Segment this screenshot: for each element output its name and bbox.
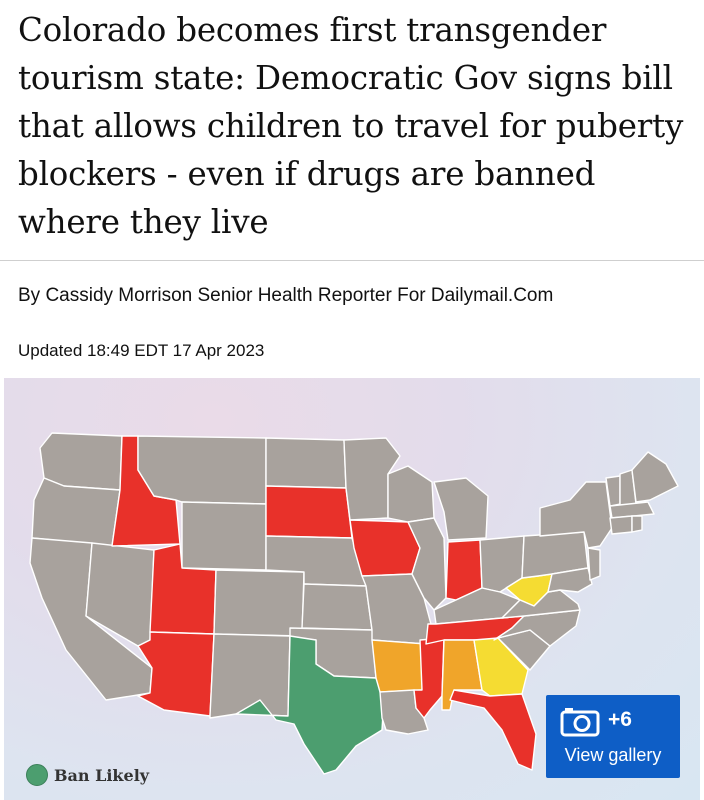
state-ma xyxy=(609,501,655,519)
state-nc xyxy=(493,609,581,647)
state-me xyxy=(631,451,679,503)
state-mi xyxy=(433,477,489,541)
state-wy xyxy=(181,501,267,571)
camera-icon xyxy=(560,708,600,737)
view-gallery-button[interactable]: +6 View gallery xyxy=(546,695,680,778)
state-ks xyxy=(301,583,373,631)
state-wi xyxy=(387,465,435,523)
state-ia xyxy=(349,519,421,577)
gallery-label: View gallery xyxy=(564,745,662,765)
state-ri xyxy=(631,515,643,533)
state-co xyxy=(213,569,305,637)
article-byline[interactable]: By Cassidy Morrison Senior Health Report… xyxy=(18,285,554,306)
state-mt xyxy=(137,435,267,505)
state-tx xyxy=(235,635,385,775)
state-sd xyxy=(265,485,353,539)
gallery-count: +6 xyxy=(608,708,632,731)
map-legend: Ban Likely xyxy=(26,764,149,786)
divider xyxy=(0,260,704,261)
state-nj xyxy=(587,547,601,581)
state-ct xyxy=(609,515,633,535)
legend-label: Ban Likely xyxy=(54,765,150,785)
updated-timestamp: Updated 18:49 EDT 17 Apr 2023 xyxy=(18,341,265,360)
article-image-map[interactable]: Ban Likely xyxy=(4,378,700,800)
article-headline: Colorado becomes first transgender touri… xyxy=(18,11,684,241)
state-ny xyxy=(539,481,613,549)
state-fl xyxy=(449,689,537,771)
state-nd xyxy=(265,437,347,489)
state-ar xyxy=(371,639,427,693)
legend-dot xyxy=(26,764,48,786)
state-md xyxy=(547,567,593,593)
us-states-map xyxy=(29,432,679,775)
